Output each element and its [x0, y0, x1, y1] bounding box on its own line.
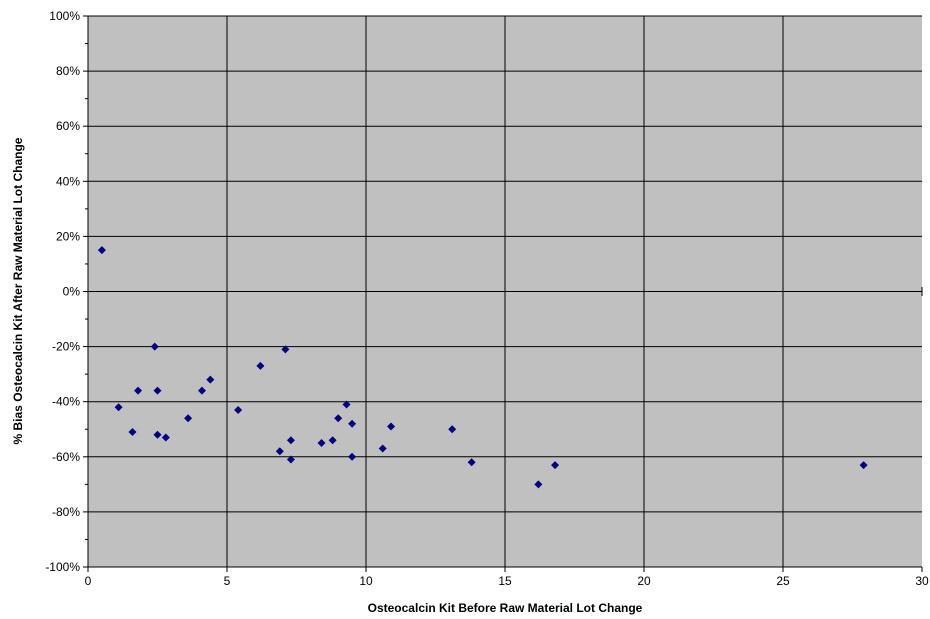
y-tick-label: 20%: [56, 229, 80, 243]
y-axis-title: % Bias Osteocalcin Kit After Raw Materia…: [11, 137, 25, 444]
x-tick-labels: 0 5 10 15 20 25 30: [85, 574, 929, 588]
x-tick-label: 30: [915, 574, 929, 588]
data-point: [256, 361, 265, 370]
horizontal-gridlines: [83, 15, 922, 568]
data-point: [551, 461, 560, 470]
data-point: [197, 386, 206, 395]
data-point: [281, 345, 290, 354]
data-point: [467, 458, 476, 467]
x-tick-label: 15: [498, 574, 512, 588]
y-tick-label: -40%: [52, 395, 80, 409]
data-point: [286, 455, 295, 464]
data-point: [275, 447, 284, 456]
data-point: [97, 246, 106, 255]
y-tick-label: 80%: [56, 64, 80, 78]
data-point: [348, 452, 357, 461]
x-tick-label: 5: [224, 574, 231, 588]
y-tick-label: -20%: [52, 340, 80, 354]
x-tick-label: 10: [359, 574, 373, 588]
x-tick-label: 0: [85, 574, 92, 588]
y-tick-label: 60%: [56, 119, 80, 133]
data-point: [387, 422, 396, 431]
x-tick-label: 25: [776, 574, 790, 588]
y-tick-label: -80%: [52, 505, 80, 519]
data-point: [150, 342, 159, 351]
y-tick-label: 0%: [63, 285, 81, 299]
data-point: [448, 425, 457, 434]
x-tick-label: 20: [637, 574, 651, 588]
data-point: [286, 436, 295, 445]
data-point: [534, 480, 543, 489]
data-points: [97, 246, 868, 489]
data-point: [134, 386, 143, 395]
data-point: [334, 414, 343, 423]
data-point: [161, 433, 170, 442]
data-point: [206, 375, 215, 384]
data-point: [328, 436, 337, 445]
y-tick-label: 100%: [49, 9, 80, 23]
y-tick-label: -60%: [52, 450, 80, 464]
data-point: [342, 400, 351, 409]
y-tick-label: 40%: [56, 174, 80, 188]
data-point: [317, 439, 326, 448]
data-point: [114, 403, 123, 412]
data-point: [348, 419, 357, 428]
data-point: [153, 386, 162, 395]
data-point: [128, 428, 137, 437]
data-point: [153, 430, 162, 439]
y-tick-labels: 100% 80% 60% 40% 20% 0% -20% -40% -60% -80% -100%: [45, 9, 80, 574]
data-point: [378, 444, 387, 453]
y-tick-label: -100%: [45, 560, 80, 574]
data-point: [184, 414, 193, 423]
data-point: [234, 405, 243, 414]
x-axis-title: Osteocalcin Kit Before Raw Material Lot …: [368, 601, 643, 615]
data-point: [859, 461, 868, 470]
